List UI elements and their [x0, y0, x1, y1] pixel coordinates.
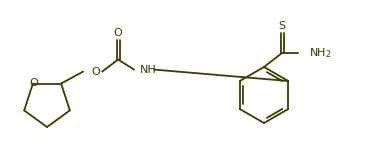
Text: O: O — [92, 67, 100, 77]
Text: O: O — [114, 28, 123, 38]
Text: NH$_2$: NH$_2$ — [309, 46, 332, 60]
Text: NH: NH — [140, 65, 157, 75]
Text: O: O — [29, 78, 38, 88]
Text: S: S — [279, 21, 286, 31]
